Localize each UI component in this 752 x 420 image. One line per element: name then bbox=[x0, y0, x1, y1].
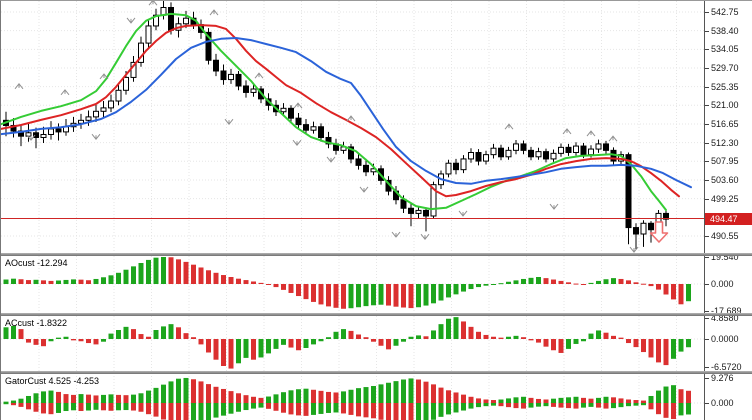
price-label: 507.95 bbox=[711, 156, 739, 167]
axis-tick bbox=[705, 257, 709, 258]
current-price-line bbox=[1, 218, 704, 219]
indicator-scale-label: 0.000 bbox=[711, 398, 734, 408]
indicator-scale-label: 0.0000 bbox=[711, 334, 739, 344]
price-label: 521.00 bbox=[711, 100, 739, 111]
panel-separator[interactable] bbox=[1, 371, 752, 374]
axis-tick bbox=[705, 86, 709, 88]
axis-tick bbox=[705, 403, 709, 404]
price-label: 512.30 bbox=[711, 137, 739, 148]
axis-tick bbox=[705, 142, 709, 144]
panel-separator[interactable] bbox=[1, 253, 752, 256]
axis-tick bbox=[705, 318, 709, 319]
indicator-scale-label: -6.5720 bbox=[711, 362, 742, 372]
axis-tick bbox=[705, 339, 709, 340]
indicator-scale-label: 19.540 bbox=[711, 252, 739, 262]
axis-tick bbox=[705, 284, 709, 285]
axis-tick bbox=[705, 235, 709, 237]
indicator-scale-label: 4.8580 bbox=[711, 313, 739, 323]
price-label: 542.75 bbox=[711, 7, 739, 17]
axis-tick bbox=[705, 161, 709, 163]
panel-separator[interactable] bbox=[1, 313, 752, 316]
axis-tick bbox=[705, 12, 709, 13]
indicator-label-ac: ACcust -1.8322 bbox=[5, 318, 68, 328]
price-label: 529.70 bbox=[711, 62, 739, 73]
price-label: 499.25 bbox=[711, 193, 739, 204]
axis-tick bbox=[705, 311, 709, 312]
indicator-label-ao: AOcust -12.294 bbox=[5, 258, 68, 268]
axis-tick bbox=[705, 105, 709, 107]
price-label: 490.55 bbox=[711, 230, 739, 241]
axis-tick bbox=[705, 30, 709, 32]
axis-tick bbox=[705, 49, 709, 51]
axis-tick bbox=[705, 123, 709, 125]
price-axis[interactable]: 542.75 538.40 534.05 529.70 525.35 521.00 516.… bbox=[704, 1, 752, 420]
indicator-scale-label: 0.000 bbox=[711, 279, 734, 289]
axis-tick bbox=[705, 367, 709, 368]
price-label: 538.40 bbox=[711, 25, 739, 36]
price-label: 525.35 bbox=[711, 81, 739, 92]
indicator-scale-label: 9.276 bbox=[711, 373, 734, 383]
indicator-scale-label: -17.689 bbox=[711, 306, 742, 316]
indicator-label-gator: GatorCust 4.525 -4.253 bbox=[5, 376, 100, 386]
axis-tick bbox=[705, 378, 709, 379]
price-label: 503.60 bbox=[711, 174, 739, 185]
axis-tick bbox=[705, 198, 709, 200]
current-price-badge: 494.47 bbox=[705, 213, 752, 225]
axis-tick bbox=[705, 67, 709, 69]
price-label: 534.05 bbox=[711, 44, 739, 55]
axis-tick bbox=[705, 179, 709, 181]
price-label: 516.65 bbox=[711, 118, 739, 129]
